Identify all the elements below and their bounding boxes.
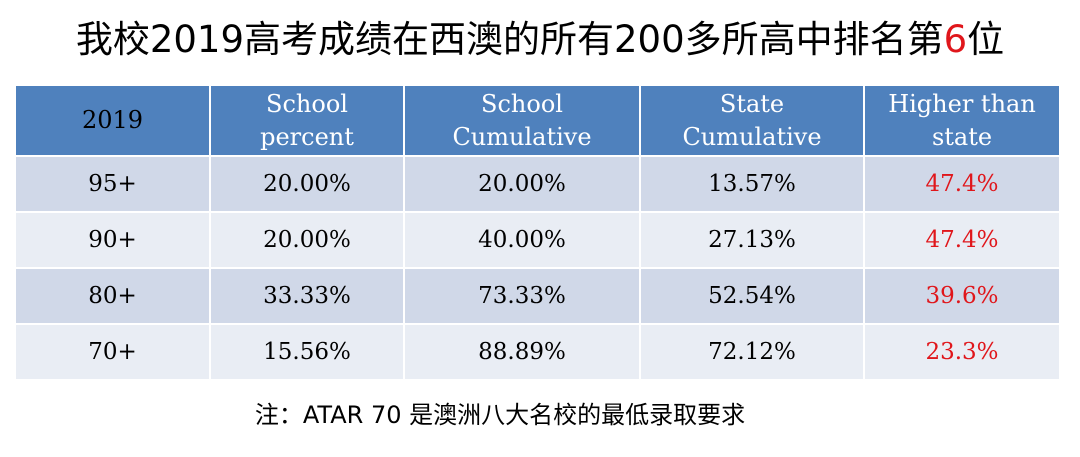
cell-level: 70+ bbox=[16, 324, 211, 381]
cell-state-cumulative: 27.13% bbox=[640, 212, 865, 269]
table-row: 90+ 20.00% 40.00% 27.13% 47.4% bbox=[16, 212, 1059, 269]
cell-school-cumulative: 88.89% bbox=[404, 324, 641, 381]
cell-state-cumulative: 72.12% bbox=[640, 324, 865, 381]
title-suffix: 位 bbox=[967, 18, 1005, 61]
header-year-label: 2019 bbox=[81, 106, 144, 134]
header-state-cumulative: State Cumulative bbox=[640, 86, 865, 157]
cell-school-percent: 15.56% bbox=[210, 324, 405, 381]
header-higher-than-state: Higher than state bbox=[864, 86, 1059, 157]
table-row: 95+ 20.00% 20.00% 13.57% 47.4% bbox=[16, 156, 1059, 213]
cell-state-cumulative: 13.57% bbox=[640, 156, 865, 213]
header-line: State bbox=[719, 89, 785, 118]
header-line: School bbox=[266, 89, 348, 118]
cell-school-percent: 20.00% bbox=[210, 156, 405, 213]
header-school-cumulative: School Cumulative bbox=[404, 86, 641, 157]
cell-school-cumulative: 40.00% bbox=[404, 212, 641, 269]
table-row: 70+ 15.56% 88.89% 72.12% 23.3% bbox=[16, 324, 1059, 381]
header-year: 2019 bbox=[16, 86, 211, 157]
cell-level: 80+ bbox=[16, 268, 211, 325]
footnote: 注：ATAR 70 是澳洲八大名校的最低录取要求 bbox=[254, 401, 746, 429]
header-school-percent: School percent bbox=[210, 86, 405, 157]
header-row: 2019 School percent School Cumulative St… bbox=[16, 86, 1059, 157]
header-line: Higher than bbox=[888, 89, 1036, 118]
table-body: 95+ 20.00% 20.00% 13.57% 47.4% 90+ 20.00… bbox=[16, 156, 1059, 381]
header-line: Cumulative bbox=[452, 122, 592, 151]
cell-level: 95+ bbox=[16, 156, 211, 213]
cell-level: 90+ bbox=[16, 212, 211, 269]
cell-higher-than-state: 39.6% bbox=[864, 268, 1059, 325]
table-header: 2019 School percent School Cumulative St… bbox=[16, 86, 1059, 157]
title-text: 我校2019高考成绩在西澳的所有200多所高中排名第 bbox=[75, 18, 944, 61]
header-line: School bbox=[481, 89, 563, 118]
cell-higher-than-state: 47.4% bbox=[864, 156, 1059, 213]
cell-higher-than-state: 47.4% bbox=[864, 212, 1059, 269]
header-line: state bbox=[931, 122, 993, 151]
header-line: percent bbox=[260, 122, 354, 151]
cell-school-percent: 20.00% bbox=[210, 212, 405, 269]
cell-higher-than-state: 23.3% bbox=[864, 324, 1059, 381]
cell-state-cumulative: 52.54% bbox=[640, 268, 865, 325]
header-line: Cumulative bbox=[682, 122, 822, 151]
results-table: 2019 School percent School Cumulative St… bbox=[16, 86, 1059, 381]
cell-school-cumulative: 20.00% bbox=[404, 156, 641, 213]
cell-school-cumulative: 73.33% bbox=[404, 268, 641, 325]
page-title: 我校2019高考成绩在西澳的所有200多所高中排名第6位 bbox=[0, 14, 1080, 66]
title-rank: 6 bbox=[943, 18, 968, 61]
cell-school-percent: 33.33% bbox=[210, 268, 405, 325]
table-row: 80+ 33.33% 73.33% 52.54% 39.6% bbox=[16, 268, 1059, 325]
